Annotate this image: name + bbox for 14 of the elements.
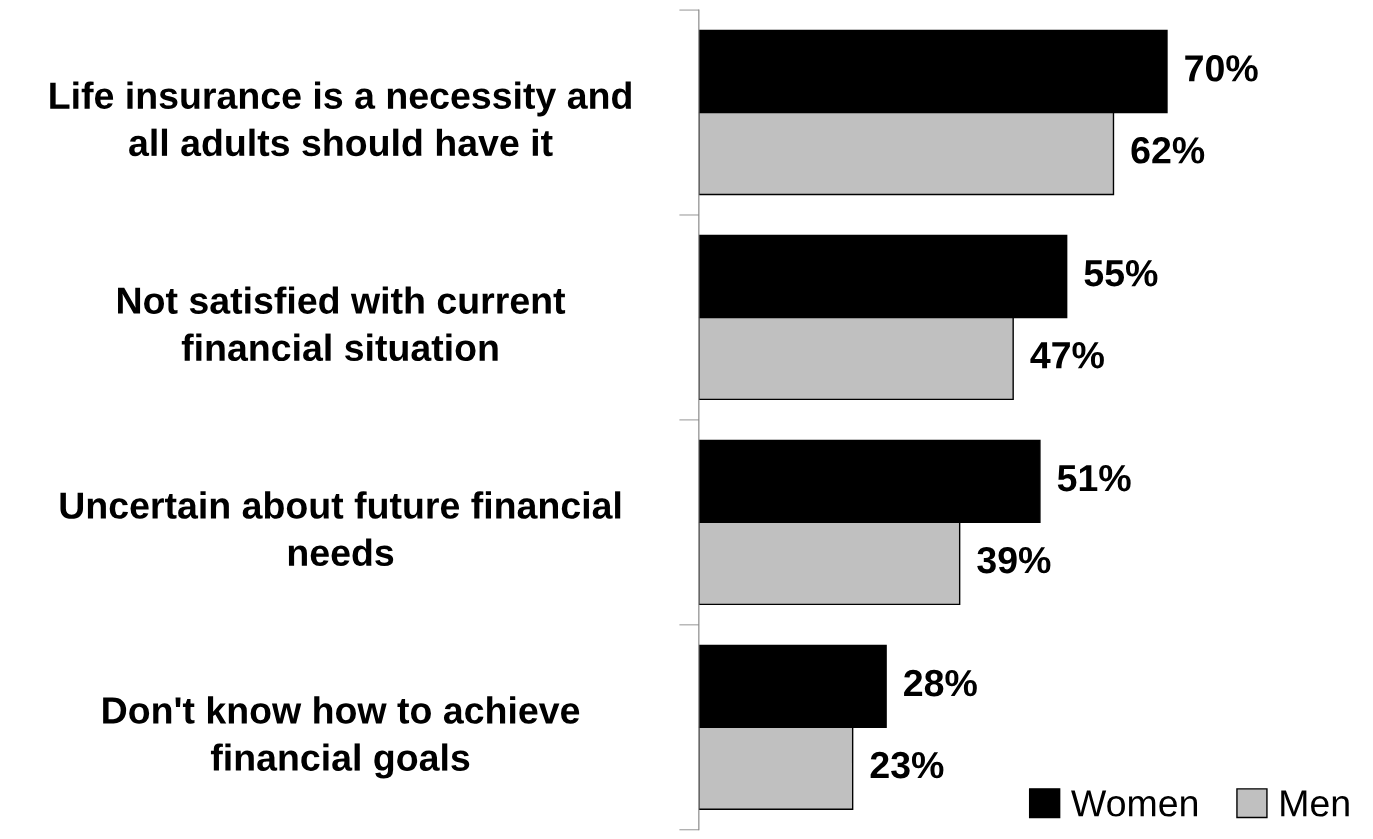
y-tick-label: Life insurance is a necessity and all adults should have it (50, 81, 631, 157)
legend-label: Women (1071, 790, 1198, 817)
data-label: 28% (904, 669, 977, 697)
data-label: 70% (1185, 55, 1258, 82)
y-tick-label: Don't know how to achieve financial goals (103, 696, 580, 779)
data-label: 23% (870, 751, 944, 779)
y-tick-label: Not satisfied with current financial situation (118, 286, 566, 362)
y-tick-label: Uncertain about future financial needs (60, 491, 621, 567)
data-label: 55% (1084, 260, 1158, 287)
legend-label: Men (1281, 790, 1349, 817)
data-label: 47% (1030, 342, 1104, 369)
data-label: 39% (977, 546, 1051, 574)
data-label: 51% (1057, 465, 1131, 492)
data-label: 62% (1131, 137, 1205, 164)
